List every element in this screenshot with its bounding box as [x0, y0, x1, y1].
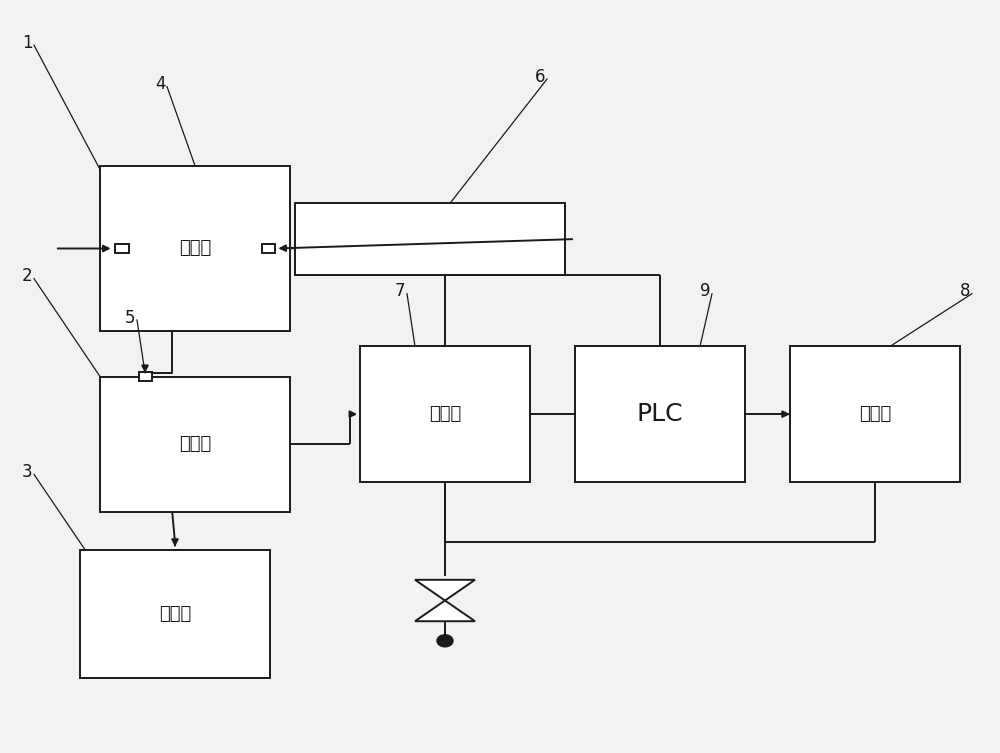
Text: 2: 2 [22, 267, 33, 285]
Circle shape [437, 635, 453, 647]
Text: PLC: PLC [637, 402, 683, 426]
Bar [80, 550, 270, 678]
Bar [100, 376, 290, 512]
Bar [295, 203, 565, 275]
Text: 1: 1 [22, 34, 33, 52]
Bar [100, 166, 290, 331]
Text: 4: 4 [155, 75, 166, 93]
Bar [360, 346, 530, 482]
Polygon shape [415, 601, 475, 621]
Text: 5: 5 [125, 309, 136, 327]
Text: 打包机: 打包机 [159, 605, 191, 623]
Text: 8: 8 [960, 282, 970, 300]
Text: 继电器: 继电器 [859, 405, 891, 423]
Text: 9: 9 [700, 282, 710, 300]
Text: 6: 6 [535, 68, 546, 86]
Text: 7: 7 [395, 282, 406, 300]
Text: 废料箱: 废料箱 [179, 435, 211, 453]
Bar [575, 346, 745, 482]
Bar [262, 244, 274, 253]
Text: 3: 3 [22, 463, 33, 481]
Bar [115, 244, 128, 253]
Bar [790, 346, 960, 482]
Text: 电磁阀: 电磁阀 [429, 405, 461, 423]
Bar [138, 372, 152, 381]
Polygon shape [415, 580, 475, 601]
Text: 分离器: 分离器 [179, 239, 211, 258]
